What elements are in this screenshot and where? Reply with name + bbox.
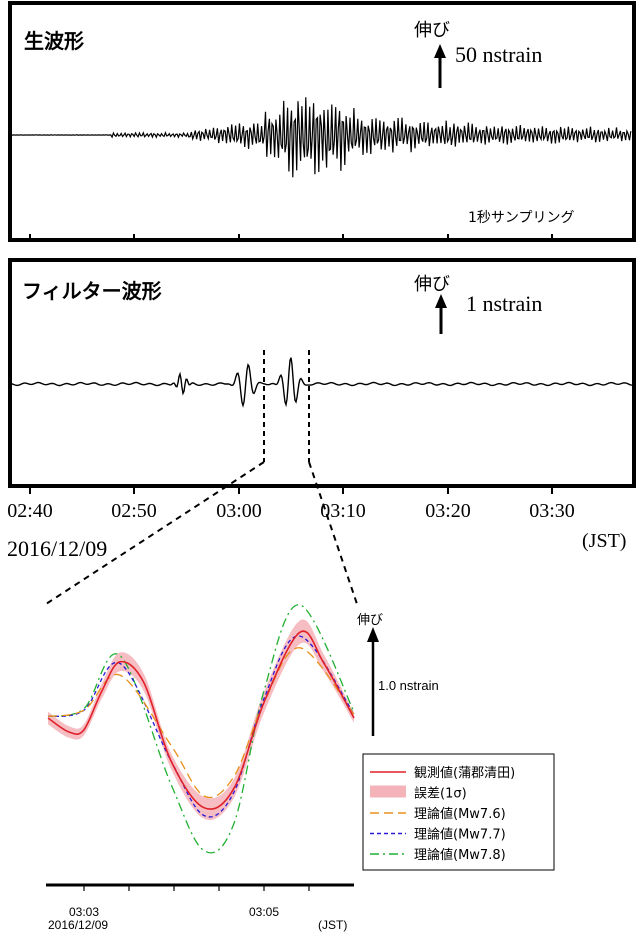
legend-item: 理論値(Mw7.6) bbox=[370, 806, 506, 822]
legend-label: 誤差(1σ) bbox=[414, 786, 467, 802]
time-tick-label: 03:00 bbox=[216, 500, 262, 522]
zoom-connector-left bbox=[45, 461, 265, 605]
detail-scale-label: 1.0 nstrain bbox=[378, 678, 439, 693]
time-tick-label: 03:10 bbox=[320, 500, 366, 522]
series-line-mw78 bbox=[47, 604, 355, 854]
time-tick-label: 03:30 bbox=[529, 500, 575, 522]
detail-legend: 観測値(蒲郡清田) 誤差(1σ) 理論値(Mw7.6) 理論値(Mw7.7) 理論値(M… bbox=[362, 753, 555, 871]
time-tick-label: 02:40 bbox=[7, 500, 53, 522]
raw-panel-frame bbox=[8, 1, 636, 242]
time-axis-unit: (JST) bbox=[582, 530, 626, 552]
raw-scale-arrow bbox=[434, 44, 446, 88]
time-axis: 02:40 02:50 03:00 03:10 03:20 03:30 2016/12/0… bbox=[7, 486, 626, 561]
legend-label: 観測値(蒲郡清田) bbox=[414, 765, 515, 781]
filtered-panel-title: フィルター波形 bbox=[22, 279, 162, 303]
legend-item: 理論値(Mw7.8) bbox=[370, 847, 506, 863]
raw-waveform-trace bbox=[11, 97, 632, 178]
detail-stretch-label: 伸び bbox=[357, 613, 383, 628]
legend-item: 誤差(1σ) bbox=[370, 785, 467, 802]
detail-tick-label: 03:05 bbox=[249, 905, 279, 919]
zoom-connector-right bbox=[308, 461, 358, 605]
legend-item: 理論値(Mw7.7) bbox=[370, 827, 506, 843]
legend-label: 理論値(Mw7.6) bbox=[414, 806, 506, 822]
legend-label: 理論値(Mw7.7) bbox=[414, 827, 506, 843]
detail-date: 2016/12/09 bbox=[48, 918, 108, 932]
raw-panel-title: 生波形 bbox=[24, 29, 84, 53]
time-tick-label: 02:50 bbox=[111, 500, 157, 522]
series-line-mw77 bbox=[47, 635, 355, 818]
raw-scale-label: 50 nstrain bbox=[455, 42, 542, 67]
detail-chart: 伸び 1.0 nstrain 03:03 03:05 2016/12/09 (JS… bbox=[46, 604, 555, 932]
detail-tick-label: 03:03 bbox=[69, 905, 99, 919]
sampling-label: 1秒サンプリング bbox=[468, 210, 575, 226]
raw-panel-ticks bbox=[29, 234, 553, 240]
detail-x-ticks: 03:03 03:05 bbox=[69, 885, 310, 919]
detail-scale-arrow bbox=[367, 627, 379, 736]
legend-label: 理論値(Mw7.8) bbox=[414, 847, 506, 863]
filtered-scale-label: 1 nstrain bbox=[466, 291, 542, 316]
time-tick-label: 03:20 bbox=[425, 500, 471, 522]
series-line-observed bbox=[47, 630, 355, 810]
filtered-waveform-trace bbox=[11, 357, 633, 408]
filtered-scale-arrow bbox=[435, 294, 447, 334]
filtered-panel-frame bbox=[8, 258, 636, 488]
detail-unit: (JST) bbox=[318, 918, 347, 932]
time-axis-date: 2016/12/09 bbox=[7, 536, 107, 561]
raw-stretch-label: 伸び bbox=[414, 20, 450, 41]
filtered-waveform-panel: フィルター波形 伸び 1 nstrain bbox=[8, 258, 636, 488]
filtered-stretch-label: 伸び bbox=[414, 274, 450, 295]
detail-series-group bbox=[47, 604, 355, 854]
error-band bbox=[48, 619, 354, 820]
legend-item: 観測値(蒲郡清田) bbox=[370, 765, 515, 781]
series-line-mw76 bbox=[47, 647, 355, 798]
raw-waveform-panel: 生波形 伸び 50 nstrain 1秒サンプリング bbox=[8, 1, 636, 242]
legend-box bbox=[362, 753, 555, 871]
legend-swatch bbox=[370, 785, 406, 798]
